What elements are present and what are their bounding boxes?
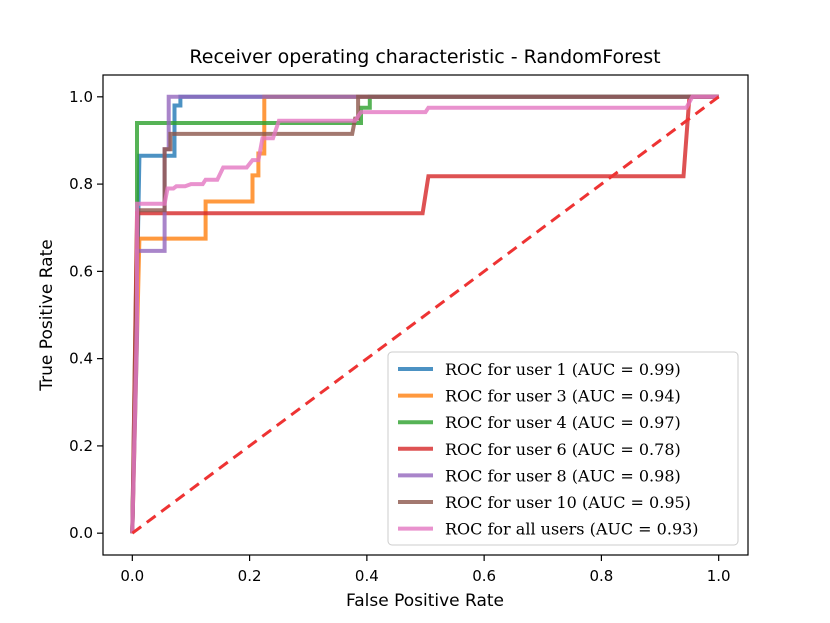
- legend-label: ROC for user 1 (AUC = 0.99): [445, 360, 681, 379]
- chart-title: Receiver operating characteristic - Rand…: [189, 46, 660, 68]
- x-tick-label: 0.6: [472, 567, 496, 585]
- roc-series-line-7: [130, 94, 719, 534]
- y-tick-label: 0.2: [69, 437, 93, 455]
- x-tick-label: 1.0: [707, 567, 731, 585]
- legend-box: [387, 351, 739, 546]
- plot-frame: [102, 74, 749, 556]
- x-tick-label: 0.4: [355, 567, 379, 585]
- legend-label: ROC for user 8 (AUC = 0.98): [445, 466, 681, 485]
- legend: ROC for user 1 (AUC = 0.99) ROC for user …: [387, 351, 739, 546]
- roc-series-line-2: [130, 94, 719, 534]
- y-tick-label: 0.0: [69, 524, 93, 542]
- x-tick-label: 0.0: [120, 567, 144, 585]
- x-axis-label: False Positive Rate: [346, 591, 504, 611]
- y-tick-label: 1.0: [69, 88, 93, 106]
- x-tick-label: 0.2: [238, 567, 262, 585]
- legend-label: ROC for user 4 (AUC = 0.97): [445, 413, 681, 432]
- x-tick-label: 0.8: [589, 567, 613, 585]
- y-tick-label: 0.4: [69, 350, 93, 368]
- legend-label: ROC for user 6 (AUC = 0.78): [445, 440, 681, 459]
- legend-label: ROC for all users (AUC = 0.93): [445, 520, 699, 539]
- legend-label: ROC for user 3 (AUC = 0.94): [445, 387, 681, 406]
- roc-series-line-6: [130, 94, 719, 534]
- y-axis: 0.0 0.2 0.4 0.6 0.8 1.0: [69, 88, 103, 542]
- legend-label: ROC for user 10 (AUC = 0.95): [445, 493, 691, 512]
- y-tick-label: 0.6: [69, 262, 93, 280]
- y-tick-label: 0.8: [69, 175, 93, 193]
- y-axis-label: True Positive Rate: [37, 239, 57, 391]
- chance-diagonal-line: [131, 95, 720, 535]
- x-axis: 0.0 0.2 0.4 0.6 0.8 1.0: [120, 555, 731, 585]
